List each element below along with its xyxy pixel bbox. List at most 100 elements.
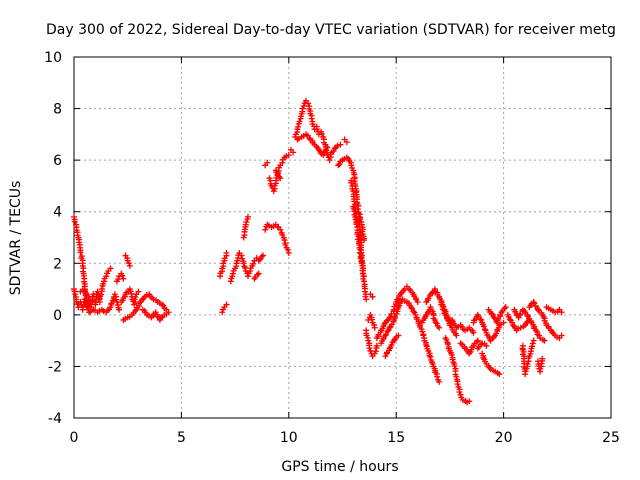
data-point: [369, 293, 376, 300]
chart-title: Day 300 of 2022, Sidereal Day-to-day VTE…: [46, 22, 616, 38]
data-point: [466, 398, 473, 405]
data-series: [71, 97, 565, 406]
data-point: [234, 257, 241, 264]
data-point: [159, 301, 166, 308]
data-point: [290, 149, 297, 156]
y-tick-label: 8: [53, 102, 62, 118]
data-point: [366, 345, 373, 352]
x-tick-label: 25: [602, 430, 620, 446]
data-point: [506, 316, 513, 323]
data-point: [492, 368, 499, 375]
data-point: [308, 115, 315, 122]
data-point: [363, 296, 370, 303]
data-point: [98, 286, 105, 293]
x-tick-label: 15: [387, 430, 405, 446]
y-tick-label: 10: [44, 50, 62, 66]
data-point: [360, 278, 367, 285]
data-point: [284, 246, 291, 253]
data-point: [305, 100, 312, 107]
data-point: [260, 252, 267, 259]
data-point: [220, 260, 227, 267]
data-point: [454, 381, 461, 388]
data-point: [502, 304, 509, 311]
y-axis-label: SDTVAR / TECUs: [8, 181, 24, 296]
axis-ticks: 0 5 10 15 20 25 -4 -2 0 2 4 6 8 10: [44, 50, 620, 446]
data-point: [530, 337, 537, 344]
data-point: [501, 305, 508, 312]
data-point: [244, 213, 251, 220]
data-point: [456, 389, 463, 396]
data-point: [414, 298, 421, 305]
data-point: [420, 332, 427, 339]
data-point: [480, 323, 487, 330]
data-point: [262, 226, 269, 233]
data-point: [451, 362, 458, 369]
data-point: [453, 373, 460, 380]
x-tick-label: 5: [177, 430, 186, 446]
data-point: [386, 324, 393, 331]
data-point: [281, 237, 288, 244]
data-point: [285, 249, 292, 256]
data-point: [558, 309, 565, 316]
data-point: [116, 306, 123, 313]
data-point: [429, 360, 436, 367]
data-point: [264, 159, 271, 166]
data-point: [517, 324, 524, 331]
data-point: [300, 102, 307, 109]
data-point: [243, 219, 250, 226]
data-point: [490, 313, 497, 320]
data-point: [496, 371, 503, 378]
data-point: [255, 270, 262, 277]
y-tick-label: -4: [48, 411, 62, 427]
data-point: [434, 373, 441, 380]
data-point: [132, 293, 139, 300]
data-point: [125, 260, 132, 267]
data-point: [71, 218, 78, 225]
data-point: [223, 301, 230, 308]
data-point: [488, 310, 495, 317]
data-point: [371, 321, 378, 328]
data-point: [337, 141, 344, 148]
data-point: [539, 355, 546, 362]
data-point: [365, 337, 372, 344]
y-tick-label: 2: [53, 256, 62, 272]
data-point: [360, 237, 367, 244]
data-point: [360, 270, 367, 277]
data-point: [98, 291, 105, 298]
data-point: [219, 309, 226, 316]
data-point: [357, 216, 364, 223]
data-point: [343, 139, 350, 146]
data-point: [436, 324, 443, 331]
data-point: [244, 273, 251, 280]
data-point: [448, 351, 455, 358]
data-point: [242, 264, 249, 271]
data-point: [336, 161, 343, 168]
data-point: [223, 249, 230, 256]
data-point: [453, 332, 460, 339]
data-point: [433, 320, 440, 327]
data-point: [474, 337, 481, 344]
data-point: [120, 275, 127, 282]
data-point: [383, 331, 390, 338]
data-point: [534, 306, 541, 313]
data-point: [107, 265, 114, 272]
data-point: [103, 273, 110, 280]
data-point: [277, 175, 284, 182]
data-point: [356, 249, 363, 256]
data-point: [483, 342, 490, 349]
data-point: [100, 308, 107, 315]
data-point: [135, 288, 142, 295]
data-point: [538, 360, 545, 367]
data-point: [250, 260, 257, 267]
data-point: [529, 340, 536, 347]
data-point: [541, 337, 548, 344]
data-point: [470, 329, 477, 336]
data-point: [373, 342, 380, 349]
y-tick-label: 4: [53, 205, 62, 221]
data-point: [371, 324, 378, 331]
plot-frame: [73, 56, 612, 419]
data-point: [384, 328, 391, 335]
data-point: [296, 118, 303, 125]
data-point: [406, 286, 413, 293]
